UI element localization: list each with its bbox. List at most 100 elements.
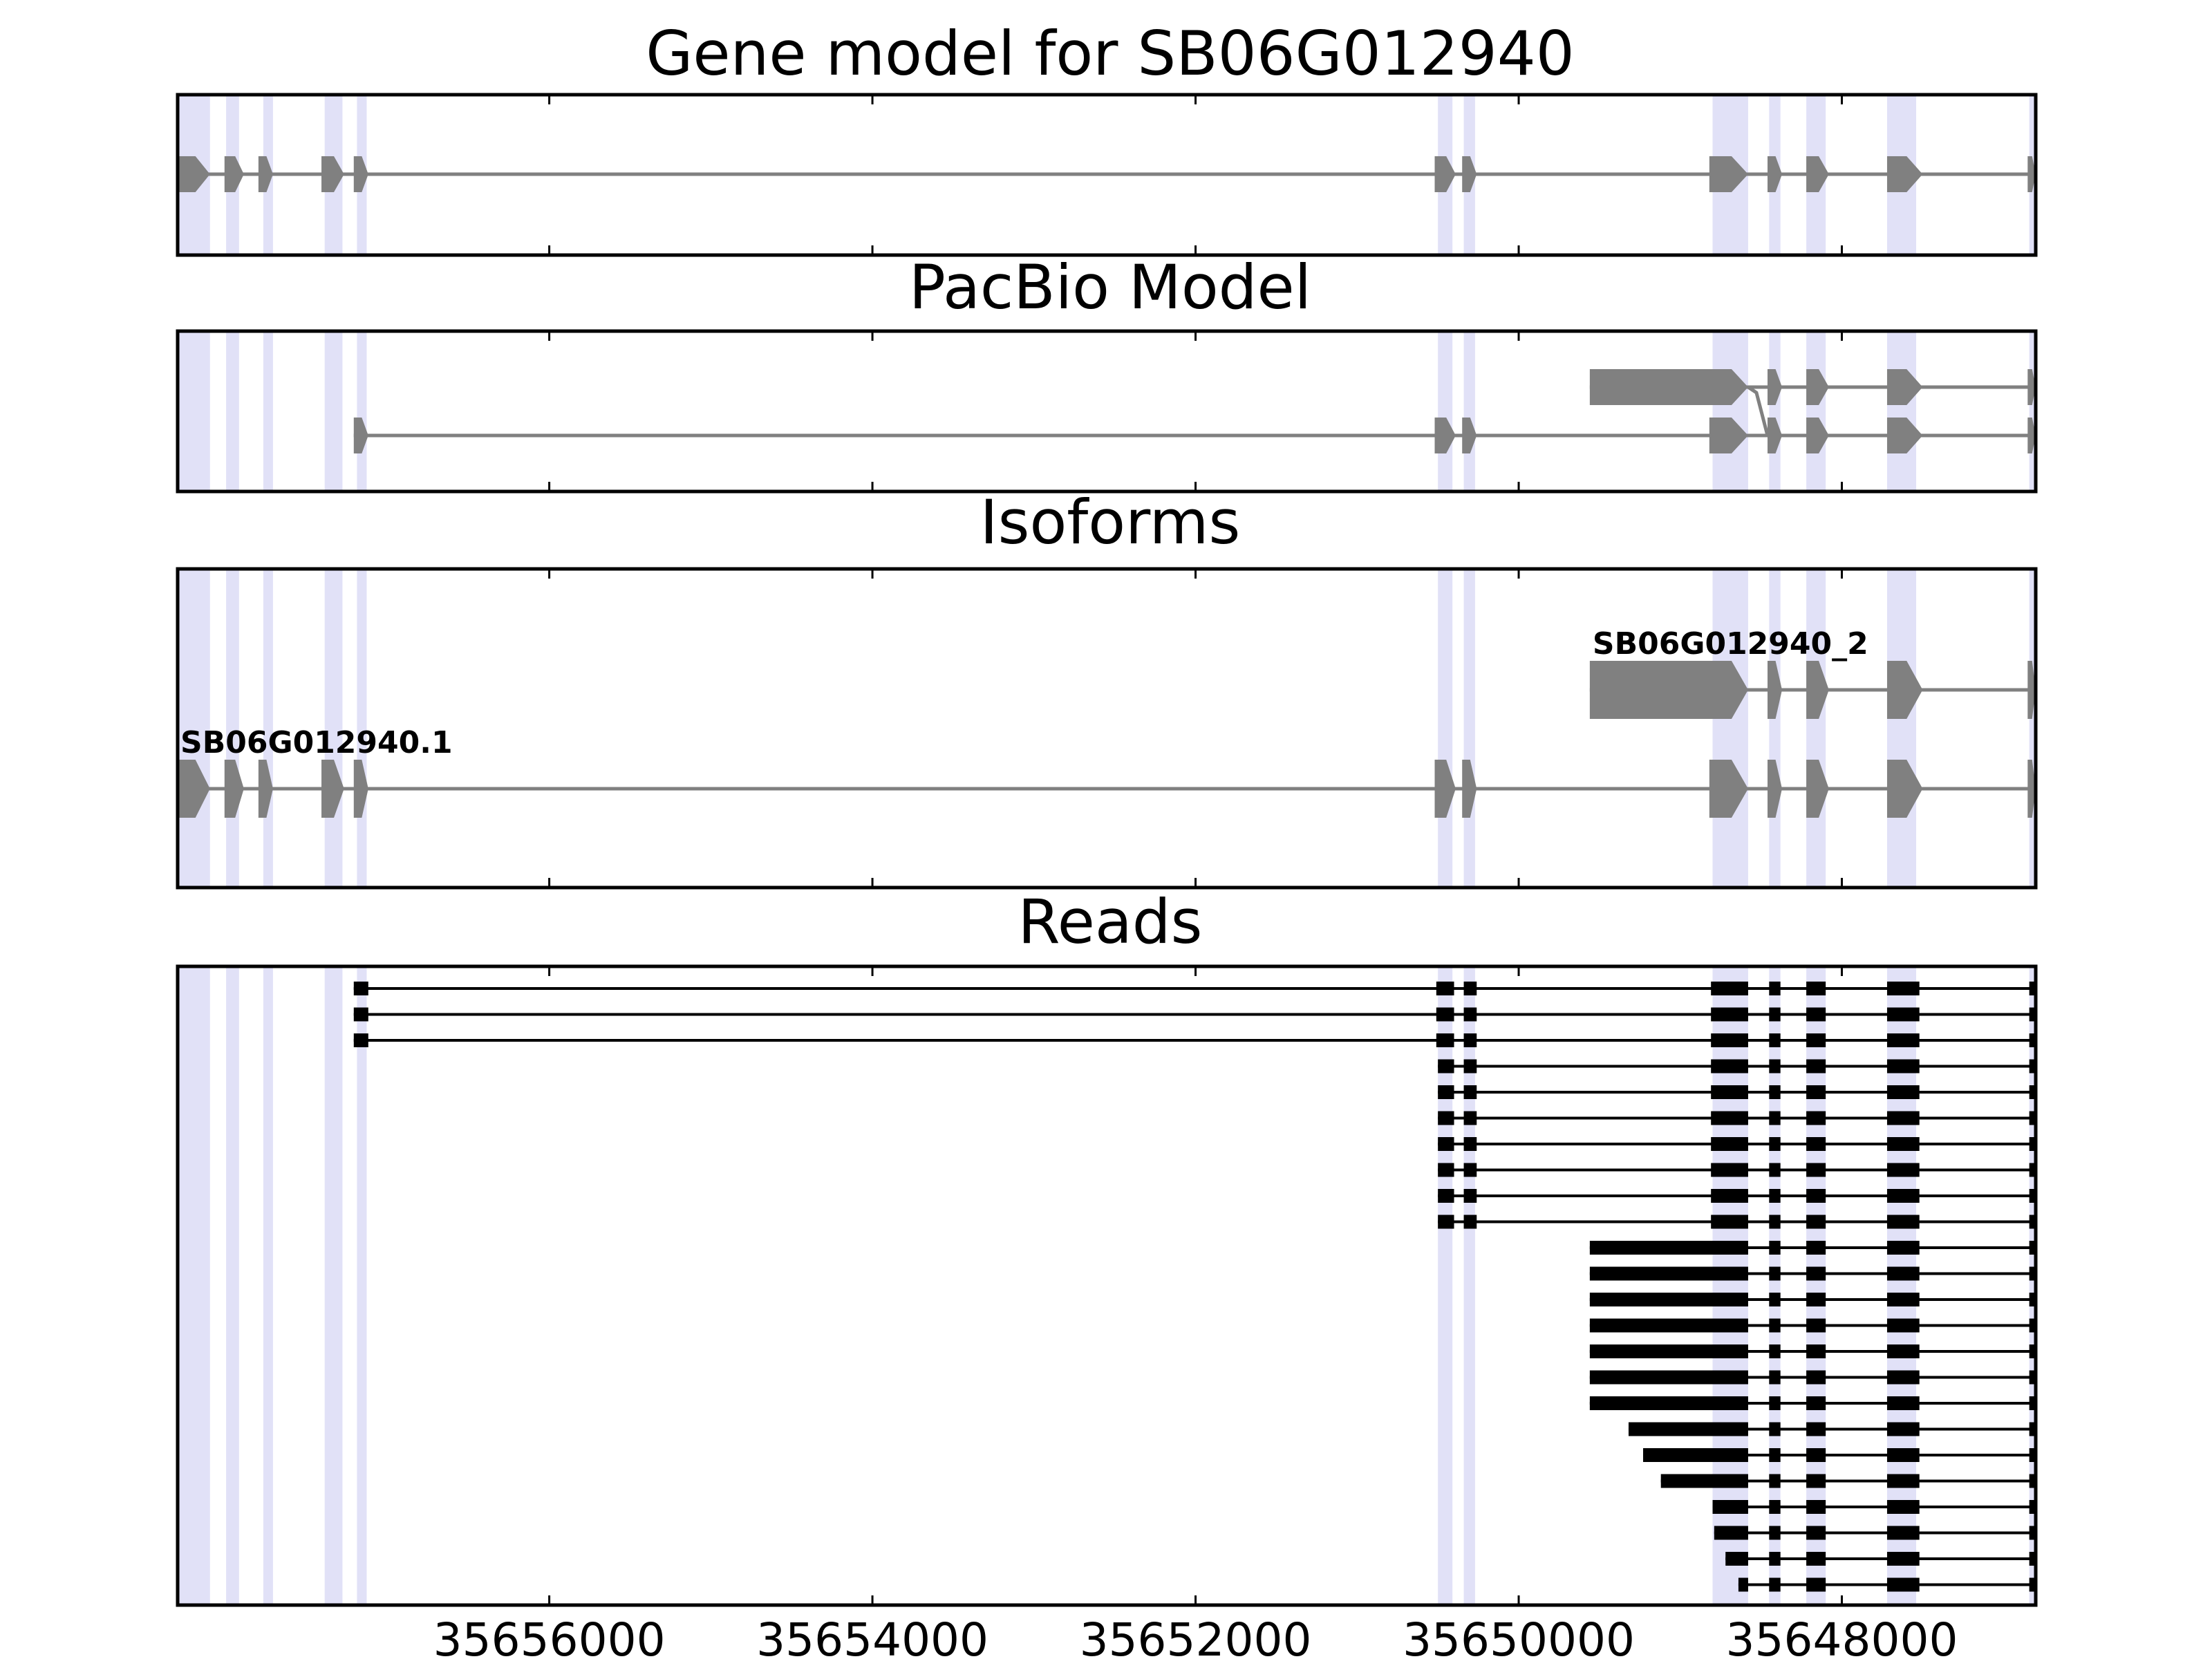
- read-block: [2029, 1500, 2034, 1514]
- read-block: [1438, 1111, 1454, 1125]
- read-block: [2029, 1396, 2034, 1410]
- read-block: [1886, 1163, 1920, 1177]
- exon-block: [258, 156, 273, 192]
- read-block: [1806, 1370, 1826, 1385]
- panel-pacbio-model-plot: [176, 329, 2038, 494]
- exon-block: [178, 760, 210, 818]
- exon-block: [353, 760, 368, 818]
- read-block: [1806, 1189, 1826, 1203]
- read-block: [2029, 1033, 2034, 1047]
- exon-block: [1886, 661, 1923, 719]
- exon-block: [1806, 760, 1829, 818]
- panel-isoforms-plot: SB06G012940.1 SB06G012940_2: [176, 567, 2038, 890]
- read-block: [1886, 1033, 1920, 1047]
- read-track: [1589, 1241, 2034, 1255]
- exon-highlight-band: [1886, 331, 1917, 491]
- transcript-track: [178, 156, 2036, 192]
- read-block: [1711, 1137, 1748, 1151]
- exon-block: [1806, 661, 1829, 719]
- read-block: [1806, 1344, 1826, 1358]
- isoform-label: SB06G012940.1: [180, 725, 453, 760]
- read-block: [1806, 1111, 1826, 1125]
- read-block: [1711, 1033, 1748, 1047]
- read-track: [1643, 1448, 2034, 1462]
- read-block: [1438, 1085, 1454, 1099]
- read-block: [1769, 1577, 1781, 1592]
- read-block: [1886, 1293, 1920, 1306]
- read-block: [2029, 1344, 2034, 1358]
- exon-block: [1709, 760, 1748, 818]
- splice-connector: [1747, 385, 1770, 436]
- exon-block: [1589, 661, 1748, 719]
- x-tick-label: 35656000: [433, 1613, 666, 1659]
- read-block: [2029, 1189, 2034, 1203]
- panel-title-reads: Reads: [1018, 886, 1203, 957]
- exon-highlight-band: [263, 331, 273, 491]
- read-block: [1769, 1163, 1781, 1177]
- x-tick-label: 35654000: [756, 1613, 988, 1659]
- read-track: [1438, 1137, 2034, 1151]
- read-block: [1711, 1111, 1748, 1125]
- read-block: [2029, 1318, 2034, 1333]
- read-block: [1589, 1396, 1748, 1410]
- read-block: [2029, 1448, 2034, 1462]
- read-block: [1725, 1552, 1748, 1566]
- read-block: [1886, 1215, 1920, 1229]
- exon-block: [1806, 369, 1829, 405]
- read-block: [1769, 1552, 1781, 1566]
- read-block: [1769, 1448, 1781, 1462]
- read-block: [1769, 1500, 1781, 1514]
- exon-block: [178, 156, 210, 192]
- read-block: [1589, 1241, 1748, 1255]
- read-block: [1806, 982, 1826, 995]
- exon-highlight-band: [1712, 569, 1748, 888]
- exon-block: [1434, 760, 1456, 818]
- read-block: [2029, 1422, 2034, 1436]
- transcript-track: [353, 418, 2036, 453]
- read-block: [1886, 1526, 1920, 1540]
- read-block: [1886, 1241, 1920, 1255]
- read-block: [2029, 1370, 2034, 1385]
- exon-block: [224, 156, 244, 192]
- read-block: [1769, 1318, 1781, 1333]
- read-track: [1589, 1266, 2034, 1281]
- exon-highlight-band: [1712, 331, 1748, 491]
- exon-block: [1767, 760, 1783, 818]
- read-block: [2029, 1526, 2034, 1540]
- read-block: [1436, 982, 1454, 995]
- read-block: [1436, 1033, 1454, 1047]
- read-block: [353, 982, 368, 995]
- exon-highlight-band: [1769, 966, 1781, 1605]
- transcript-track: SB06G012940_2: [1589, 626, 2036, 719]
- exon-block: [258, 760, 273, 818]
- panel-gene-model: Gene model for SB06G012940: [176, 18, 2038, 257]
- read-track: [1660, 1474, 2034, 1488]
- read-block: [1806, 1396, 1826, 1410]
- read-block: [1806, 1422, 1826, 1436]
- read-block: [1712, 1500, 1748, 1514]
- read-block: [1438, 1163, 1454, 1177]
- read-block: [1886, 1344, 1920, 1358]
- read-block: [1806, 1059, 1826, 1074]
- read-track: [1714, 1526, 2034, 1540]
- read-block: [2029, 1059, 2034, 1074]
- read-block: [1886, 1085, 1920, 1099]
- read-track: [1589, 1344, 2034, 1358]
- read-block: [1711, 1085, 1748, 1099]
- read-block: [1589, 1266, 1748, 1281]
- read-block: [1769, 1526, 1781, 1540]
- exon-highlight-band: [2029, 569, 2034, 888]
- read-track: [1712, 1500, 2034, 1514]
- read-block: [1769, 1085, 1781, 1099]
- exon-highlight-band: [1463, 966, 1475, 1605]
- read-block: [1806, 1293, 1826, 1306]
- read-block: [1769, 1370, 1781, 1385]
- read-track: [353, 982, 2034, 995]
- read-block: [353, 1007, 368, 1022]
- exon-block: [1434, 156, 1456, 192]
- read-block: [1806, 1500, 1826, 1514]
- read-block: [2029, 1111, 2034, 1125]
- read-block: [1769, 1396, 1781, 1410]
- exon-highlight-band: [324, 966, 343, 1605]
- read-block: [1769, 1474, 1781, 1488]
